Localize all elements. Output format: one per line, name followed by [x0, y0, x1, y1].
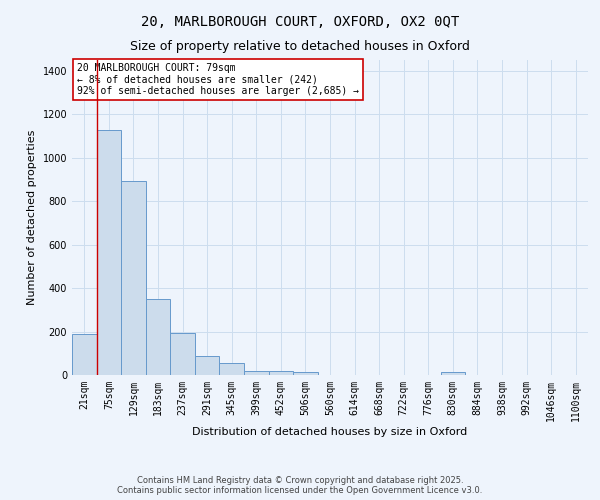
Bar [170, 332, 195, 375]
Bar [293, 372, 318, 375]
Text: Contains HM Land Registry data © Crown copyright and database right 2025.
Contai: Contains HM Land Registry data © Crown c… [118, 476, 482, 495]
Bar [97, 130, 121, 375]
Bar [121, 180, 146, 375]
Bar [440, 372, 465, 375]
Bar [195, 356, 220, 375]
Text: Size of property relative to detached houses in Oxford: Size of property relative to detached ho… [130, 40, 470, 53]
X-axis label: Distribution of detached houses by size in Oxford: Distribution of detached houses by size … [193, 426, 467, 436]
Text: 20 MARLBOROUGH COURT: 79sqm
← 8% of detached houses are smaller (242)
92% of sem: 20 MARLBOROUGH COURT: 79sqm ← 8% of deta… [77, 63, 359, 96]
Y-axis label: Number of detached properties: Number of detached properties [27, 130, 37, 305]
Text: 20, MARLBOROUGH COURT, OXFORD, OX2 0QT: 20, MARLBOROUGH COURT, OXFORD, OX2 0QT [141, 15, 459, 29]
Bar [220, 363, 244, 375]
Bar [146, 299, 170, 375]
Bar [72, 334, 97, 375]
Bar [269, 370, 293, 375]
Bar [244, 370, 269, 375]
